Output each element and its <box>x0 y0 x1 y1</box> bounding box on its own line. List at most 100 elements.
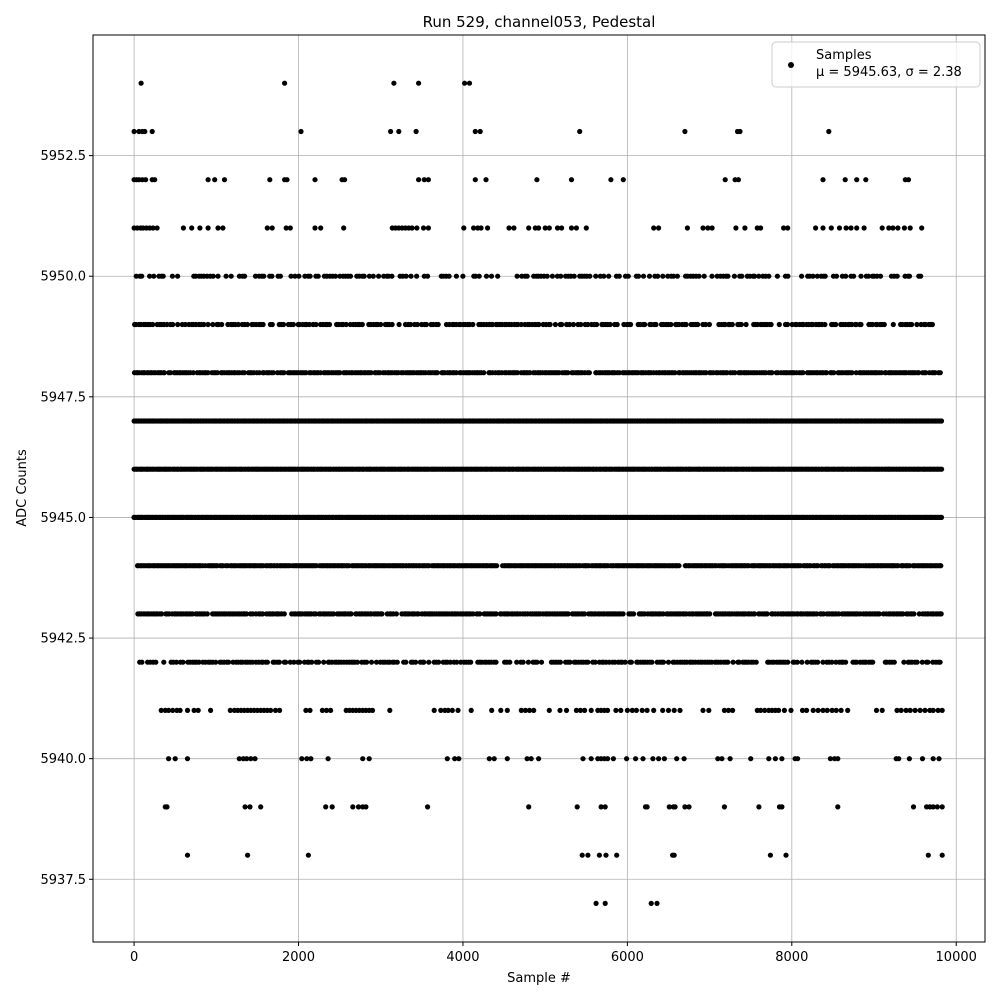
data-point <box>753 659 759 665</box>
data-point <box>568 225 575 231</box>
data-point <box>799 273 805 279</box>
data-point <box>633 756 639 762</box>
data-point <box>147 273 153 279</box>
data-point <box>220 225 226 231</box>
data-point <box>703 321 709 328</box>
data-point <box>524 273 530 279</box>
data-point <box>785 273 791 279</box>
data-point <box>528 756 534 762</box>
data-point <box>368 659 375 665</box>
data-point <box>261 273 267 279</box>
data-point <box>762 707 768 714</box>
data-point <box>640 756 646 762</box>
data-point <box>848 225 854 231</box>
data-point <box>287 659 293 665</box>
data-point <box>219 321 225 328</box>
data-point <box>493 659 499 665</box>
data-point <box>696 273 702 279</box>
data-point <box>226 659 232 665</box>
data-point <box>666 804 672 810</box>
data-point <box>660 659 667 665</box>
data-point <box>471 225 477 231</box>
data-point <box>890 321 896 328</box>
data-point <box>524 756 530 762</box>
data-point <box>682 804 688 810</box>
data-point <box>738 321 744 328</box>
data-point <box>449 707 455 714</box>
data-point <box>414 273 420 279</box>
data-point <box>312 225 318 231</box>
data-point <box>649 659 655 665</box>
data-point <box>260 321 266 328</box>
data-point <box>444 756 450 762</box>
data-point <box>426 659 432 665</box>
data-point <box>466 80 473 86</box>
data-point <box>170 707 176 714</box>
data-point <box>196 659 202 665</box>
data-point <box>896 756 902 762</box>
data-point <box>489 707 495 714</box>
data-point <box>180 659 186 665</box>
data-point <box>585 659 591 665</box>
data-point <box>287 225 293 231</box>
data-point <box>861 225 867 231</box>
data-point <box>758 707 764 714</box>
data-point <box>559 321 565 328</box>
data-point <box>149 128 155 135</box>
data-point <box>143 177 149 183</box>
data-point <box>258 804 264 810</box>
data-point <box>794 659 800 665</box>
data-point <box>205 177 211 183</box>
data-point <box>703 370 709 376</box>
data-point <box>820 225 826 231</box>
data-point <box>917 707 923 714</box>
data-point <box>360 756 366 762</box>
data-point <box>315 273 321 279</box>
data-point <box>930 804 936 810</box>
data-point <box>587 273 593 279</box>
data-point <box>276 659 282 665</box>
data-point <box>518 707 524 714</box>
data-point <box>573 225 580 231</box>
data-point <box>323 804 329 810</box>
data-point <box>656 756 662 762</box>
data-point <box>919 225 925 231</box>
data-point <box>639 707 645 714</box>
data-point <box>455 707 461 714</box>
y-tick-label: 5950.0 <box>41 270 87 285</box>
data-point <box>195 707 201 714</box>
data-point <box>684 225 691 231</box>
data-point <box>879 225 885 231</box>
data-point <box>938 611 944 617</box>
data-point <box>184 852 191 858</box>
data-point <box>731 273 738 279</box>
data-point <box>288 273 294 279</box>
data-point <box>476 273 482 279</box>
data-point <box>707 611 713 617</box>
data-point <box>204 611 210 617</box>
data-point <box>598 804 604 810</box>
data-point <box>221 177 228 183</box>
data-point <box>431 707 437 714</box>
data-point <box>361 273 367 279</box>
data-point <box>177 707 183 714</box>
data-point <box>588 707 594 714</box>
data-point <box>462 80 468 86</box>
data-point <box>640 273 647 279</box>
data-point <box>665 659 672 665</box>
data-point <box>312 177 318 183</box>
data-point <box>184 707 191 714</box>
data-point <box>670 273 677 279</box>
data-point <box>843 659 849 665</box>
data-point <box>815 659 821 665</box>
data-point <box>413 659 419 665</box>
data-point <box>470 321 476 328</box>
data-point <box>570 321 577 328</box>
data-point <box>596 852 603 858</box>
data-point <box>938 418 945 424</box>
data-point <box>150 321 156 328</box>
legend-box <box>771 41 981 88</box>
data-point <box>228 273 234 279</box>
data-point <box>735 177 742 183</box>
data-point <box>488 273 495 279</box>
